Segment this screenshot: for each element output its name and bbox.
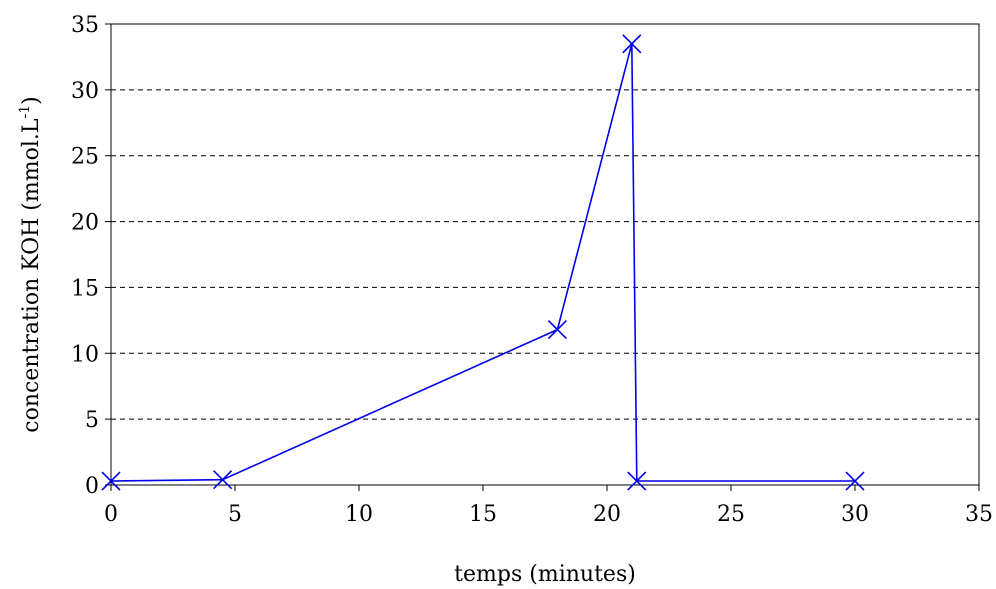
- y-axis-title-suffix: ): [19, 96, 44, 105]
- data-point-marker-5: [845, 471, 865, 491]
- x-tick-label-20: 20: [593, 502, 621, 527]
- y-tick-label-25: 25: [71, 145, 99, 170]
- y-tick-label-10: 10: [71, 342, 99, 367]
- plot-area-border: [110, 23, 980, 486]
- y-tick-label-5: 5: [85, 408, 99, 433]
- y-tick-label-30: 30: [71, 79, 99, 104]
- y-tick-label-15: 15: [71, 276, 99, 301]
- data-point-marker-1: [213, 470, 233, 490]
- y-axis-title: concentration KOH (mmol.L-1): [17, 96, 44, 433]
- y-tick-label-35: 35: [71, 13, 99, 38]
- x-tick-label-15: 15: [469, 502, 497, 527]
- x-axis: 0 5 10 15 20 25 30 35: [104, 485, 993, 527]
- y-tick-label-0: 0: [85, 474, 99, 499]
- y-axis: 0 5 10 15 20 25 30 35: [71, 13, 111, 499]
- data-point-marker-2: [547, 320, 567, 340]
- y-axis-title-superscript: -1: [17, 105, 33, 119]
- data-point-marker-3: [622, 34, 642, 54]
- x-tick-label-25: 25: [717, 502, 745, 527]
- x-tick-label-0: 0: [104, 502, 118, 527]
- data-point-marker-4: [627, 471, 647, 491]
- y-tick-label-20: 20: [71, 211, 99, 236]
- x-tick-label-5: 5: [228, 502, 242, 527]
- x-tick-label-10: 10: [345, 502, 373, 527]
- series-line-0: [110, 42, 855, 482]
- x-axis-title: temps (minutes): [454, 562, 636, 587]
- data-point-marker-0: [101, 471, 121, 491]
- series-layer: [101, 34, 865, 491]
- y-axis-title-main: concentration KOH (mmol.L: [19, 118, 44, 433]
- x-tick-label-30: 30: [841, 502, 869, 527]
- x-tick-label-35: 35: [965, 502, 993, 527]
